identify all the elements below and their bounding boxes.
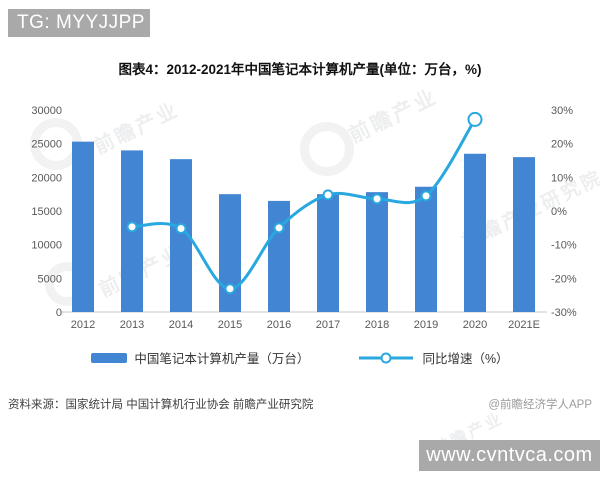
left-axis-tick: 0 [56, 307, 62, 319]
legend-item-growth: 同比增速（%） [357, 348, 509, 367]
bar-swatch-icon [91, 352, 128, 363]
left-axis-tick: 5000 [38, 273, 62, 285]
growth-marker [126, 221, 138, 233]
x-axis-label-2016: 2016 [267, 319, 291, 331]
growth-marker [371, 193, 383, 205]
bar-2018 [366, 192, 388, 312]
source-row: 资料来源：国家统计局 中国计算机行业协会 前瞻产业研究院 @前瞻经济学人APP [0, 396, 600, 412]
right-axis-tick: -20% [551, 273, 577, 285]
growth-marker [467, 111, 483, 127]
right-axis-tick: 30% [551, 105, 573, 117]
legend-label-growth: 同比增速（%） [422, 352, 509, 366]
x-axis-label-2020: 2020 [463, 319, 487, 331]
bar-2016 [268, 200, 290, 312]
growth-marker [273, 222, 285, 234]
attribution-text: @前瞻经济学人APP [488, 399, 592, 411]
x-axis-label-2014: 2014 [169, 319, 193, 331]
left-axis-tick: 30000 [31, 105, 62, 117]
right-axis-tick: -30% [551, 307, 577, 319]
left-axis-tick: 15000 [31, 206, 62, 218]
growth-marker [224, 283, 236, 295]
x-axis-label-2012: 2012 [71, 319, 95, 331]
legend-label-production: 中国笔记本计算机产量（万台） [134, 352, 310, 366]
x-axis-label-2021E: 2021E [508, 319, 540, 331]
right-axis-tick: 20% [551, 139, 573, 151]
bar-2012 [72, 141, 94, 312]
right-axis-tick: 0% [551, 206, 567, 218]
right-axis-tick: -10% [551, 240, 577, 252]
growth-marker [175, 223, 187, 235]
header-badge: TG: MYYJJPP [8, 9, 150, 37]
growth-marker [420, 190, 432, 202]
chart-title: 图表4：2012-2021年中国笔记本计算机产量(单位：万台，%) [118, 62, 482, 77]
production-growth-chart: 0 5000 10000 15000 20000 25000 30000 -30% -20% -1… [31, 105, 577, 331]
bar-2021E [513, 157, 535, 312]
left-axis-tick: 25000 [31, 139, 62, 151]
x-axis-label-2015: 2015 [218, 319, 242, 331]
bar-2020 [464, 153, 486, 312]
left-axis-tick: 20000 [31, 172, 62, 184]
legend-item-production: 中国笔记本计算机产量（万台） [91, 348, 309, 367]
left-axis-tick: 10000 [31, 240, 62, 252]
line-marker-icon [359, 352, 414, 363]
bar-2015 [219, 194, 241, 312]
x-axis-label-2017: 2017 [316, 319, 340, 331]
x-axis-label-2018: 2018 [365, 319, 389, 331]
x-axis-label-2019: 2019 [414, 319, 438, 331]
footer-url-bar: www.cvntvca.com [419, 440, 600, 471]
x-axis-label-2013: 2013 [120, 319, 144, 331]
data-source-text: 资料来源：国家统计局 中国计算机行业协会 前瞻产业研究院 [8, 399, 314, 411]
growth-marker [322, 189, 334, 201]
chart-legend: 中国笔记本计算机产量（万台） 同比增速（%） [0, 348, 600, 367]
bar-2017 [317, 194, 339, 312]
bar-2014 [170, 159, 192, 312]
right-axis-tick: 10% [551, 172, 573, 184]
bar-2019 [415, 186, 437, 312]
